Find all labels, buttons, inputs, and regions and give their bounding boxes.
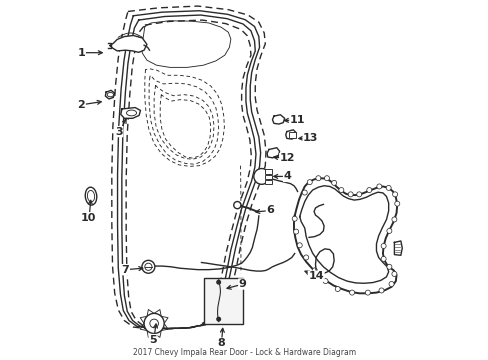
- Circle shape: [347, 192, 352, 197]
- Text: 3: 3: [115, 127, 122, 136]
- Circle shape: [376, 184, 381, 189]
- Bar: [265, 175, 271, 179]
- Polygon shape: [272, 115, 284, 124]
- Circle shape: [217, 318, 220, 321]
- Polygon shape: [266, 148, 279, 158]
- Circle shape: [312, 268, 317, 273]
- Bar: [265, 180, 271, 184]
- Bar: [289, 132, 295, 138]
- Text: 10: 10: [81, 213, 96, 222]
- Polygon shape: [105, 90, 115, 99]
- Circle shape: [386, 264, 391, 269]
- Circle shape: [365, 290, 369, 295]
- Circle shape: [149, 319, 158, 328]
- Circle shape: [380, 243, 386, 248]
- Text: 7: 7: [122, 265, 129, 275]
- Circle shape: [293, 229, 298, 234]
- Circle shape: [388, 282, 393, 287]
- Bar: [265, 169, 271, 174]
- Text: 9: 9: [238, 279, 246, 289]
- Circle shape: [324, 176, 329, 181]
- Text: 6: 6: [266, 206, 274, 216]
- Polygon shape: [285, 130, 296, 139]
- Circle shape: [331, 180, 336, 185]
- Ellipse shape: [87, 190, 95, 202]
- Polygon shape: [110, 36, 147, 52]
- Circle shape: [386, 228, 391, 233]
- Circle shape: [394, 201, 399, 206]
- Text: 2017 Chevy Impala Rear Door - Lock & Hardware Diagram: 2017 Chevy Impala Rear Door - Lock & Har…: [133, 348, 355, 357]
- Circle shape: [378, 288, 383, 293]
- Circle shape: [292, 216, 297, 221]
- Text: 11: 11: [289, 115, 305, 125]
- Circle shape: [356, 192, 361, 197]
- Text: 12: 12: [279, 153, 295, 163]
- Circle shape: [315, 176, 320, 181]
- Circle shape: [392, 192, 397, 197]
- Circle shape: [302, 190, 306, 195]
- Bar: [204, 278, 243, 324]
- Circle shape: [144, 314, 164, 333]
- Circle shape: [323, 279, 327, 284]
- Polygon shape: [121, 108, 140, 118]
- Text: 13: 13: [303, 133, 318, 143]
- Text: 2: 2: [77, 100, 85, 110]
- Ellipse shape: [85, 187, 97, 205]
- Circle shape: [217, 280, 220, 284]
- Circle shape: [366, 188, 371, 193]
- Text: 5: 5: [149, 334, 157, 345]
- Circle shape: [391, 271, 396, 276]
- Circle shape: [297, 243, 302, 248]
- Text: 14: 14: [308, 271, 324, 281]
- Text: 1: 1: [77, 48, 85, 58]
- Circle shape: [338, 188, 343, 193]
- Text: 4: 4: [283, 171, 291, 181]
- Circle shape: [303, 255, 308, 260]
- Circle shape: [142, 260, 155, 273]
- Circle shape: [335, 287, 340, 292]
- Circle shape: [391, 217, 396, 222]
- Circle shape: [233, 202, 241, 209]
- Circle shape: [253, 168, 269, 184]
- Circle shape: [144, 263, 152, 270]
- Circle shape: [306, 180, 312, 185]
- Circle shape: [386, 185, 390, 190]
- Polygon shape: [394, 241, 402, 255]
- Circle shape: [349, 290, 354, 295]
- Circle shape: [380, 256, 386, 261]
- Text: 8: 8: [217, 338, 224, 348]
